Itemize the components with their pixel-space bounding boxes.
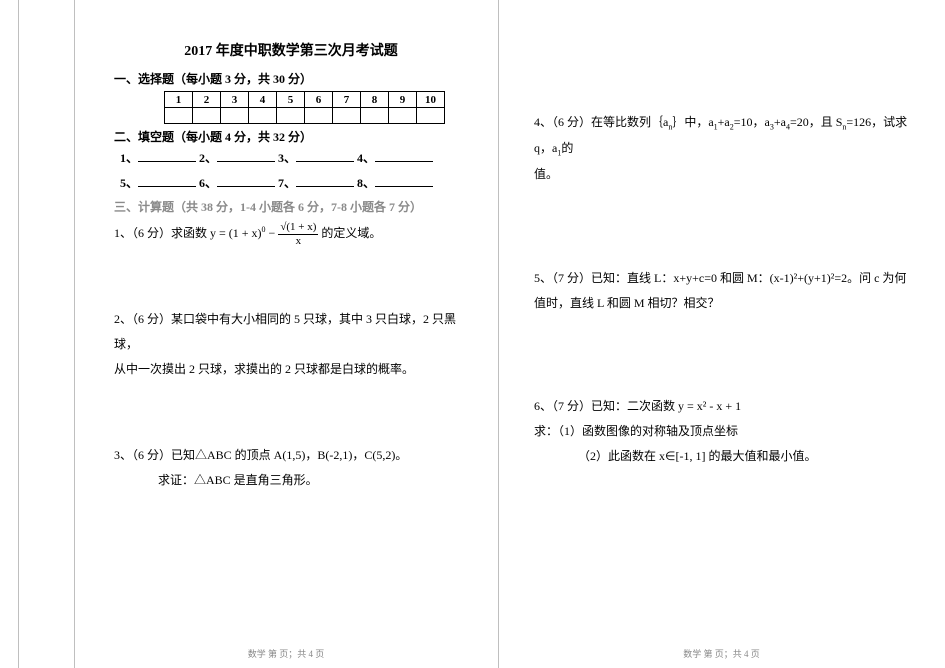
th: 5 — [277, 92, 305, 108]
right-column: 4、（6 分）在等比数列｛an｝中，a1+a2=10，a3+a4=20，且 Sn… — [498, 0, 945, 668]
exam-title: 2017 年度中职数学第三次月考试题 — [114, 40, 468, 60]
question-2: 2、（6 分）某口袋中有大小相同的 5 只球，其中 3 只白球，2 只黑球， 从… — [114, 307, 468, 383]
th: 3 — [221, 92, 249, 108]
q6-line1: 6、（7 分）已知：二次函数 y = x² - x + 1 — [534, 394, 915, 419]
blank-line — [138, 175, 196, 187]
section-1-head: 一、选择题（每小题 3 分，共 30 分） — [114, 70, 468, 87]
table-blank-row — [165, 108, 445, 124]
th: 2 — [193, 92, 221, 108]
fill-blanks-row-1: 1、 2、 3、 4、 — [120, 148, 468, 170]
blank-line — [375, 150, 433, 162]
blank-label: 1、 — [120, 151, 138, 165]
q4-t: =20，且 S — [790, 115, 842, 129]
question-1: 1、（6 分）求函数 y = (1 + x)0 − √(1 + x)x 的定义域… — [114, 221, 468, 247]
blank-label: 6、 — [199, 176, 217, 190]
q3-line2: 求证：△ABC 是直角三角形。 — [158, 468, 468, 493]
q4-t: +a — [718, 115, 730, 129]
blank-line — [375, 175, 433, 187]
blank-label: 7、 — [278, 176, 296, 190]
margin-rule-left — [18, 0, 19, 668]
q5-line2: 值时，直线 L 和圆 M 相切？相交？ — [534, 291, 915, 316]
th: 10 — [417, 92, 445, 108]
blank-label: 3、 — [278, 151, 296, 165]
th: 9 — [389, 92, 417, 108]
blank-line — [296, 175, 354, 187]
left-column: 2017 年度中职数学第三次月考试题 一、选择题（每小题 3 分，共 30 分）… — [74, 0, 498, 668]
question-5: 5、（7 分）已知：直线 L：x+y+c=0 和圆 M：(x-1)²+(y+1)… — [534, 266, 915, 316]
q4-line1: 4、（6 分）在等比数列｛an｝中，a1+a2=10，a3+a4=20，且 Sn… — [534, 110, 915, 162]
footer-right: 数学 第 页；共 4 页 — [498, 647, 945, 660]
blank-label: 2、 — [199, 151, 217, 165]
q4-pre: 4、（6 分）在等比数列｛a — [534, 115, 668, 129]
q4-t: 的 — [561, 141, 573, 155]
q1-text-mid: − — [266, 226, 279, 240]
q2-line2: 从中一次摸出 2 只球，求摸出的 2 只球都是白球的概率。 — [114, 357, 468, 382]
th: 8 — [361, 92, 389, 108]
q1-fraction: √(1 + x)x — [278, 222, 318, 247]
fill-blanks-row-2: 5、 6、 7、 8、 — [120, 173, 468, 195]
table-header-row: 1 2 3 4 5 6 7 8 9 10 — [165, 92, 445, 108]
blank-label: 4、 — [357, 151, 375, 165]
q2-line1: 2、（6 分）某口袋中有大小相同的 5 只球，其中 3 只白球，2 只黑球， — [114, 307, 468, 357]
q5-line1: 5、（7 分）已知：直线 L：x+y+c=0 和圆 M：(x-1)²+(y+1)… — [534, 266, 915, 291]
q1-text-post: 的定义域。 — [318, 226, 381, 240]
q6-line2: 求：（1）函数图像的对称轴及顶点坐标 — [534, 419, 915, 444]
q1-frac-den: x — [278, 235, 318, 247]
q1-frac-num: √(1 + x) — [278, 222, 318, 235]
th: 1 — [165, 92, 193, 108]
q4-t: ｝中，a — [672, 115, 713, 129]
question-6: 6、（7 分）已知：二次函数 y = x² - x + 1 求：（1）函数图像的… — [534, 394, 915, 470]
q4-t: +a — [774, 115, 786, 129]
blank-line — [217, 175, 275, 187]
th: 7 — [333, 92, 361, 108]
th: 4 — [249, 92, 277, 108]
footer-left: 数学 第 页；共 4 页 — [74, 647, 498, 660]
q3-line1: 3、（6 分）已知△ABC 的顶点 A(1,5)，B(-2,1)，C(5,2)。 — [114, 443, 468, 468]
blank-line — [296, 150, 354, 162]
question-4: 4、（6 分）在等比数列｛an｝中，a1+a2=10，a3+a4=20，且 Sn… — [534, 110, 915, 188]
blank-label: 8、 — [357, 176, 375, 190]
blank-line — [138, 150, 196, 162]
choice-answer-table: 1 2 3 4 5 6 7 8 9 10 — [164, 91, 445, 124]
section-2-head: 二、填空题（每小题 4 分，共 32 分） — [114, 128, 468, 145]
th: 6 — [305, 92, 333, 108]
q4-line2: 值。 — [534, 162, 915, 187]
section-3-head: 三、计算题（共 38 分，1-4 小题各 6 分，7-8 小题各 7 分） — [114, 198, 468, 215]
question-3: 3、（6 分）已知△ABC 的顶点 A(1,5)，B(-2,1)，C(5,2)。… — [114, 443, 468, 493]
q6-line3: （2）此函数在 x∈[-1, 1] 的最大值和最小值。 — [578, 444, 915, 469]
blank-label: 5、 — [120, 176, 138, 190]
blank-line — [217, 150, 275, 162]
q1-text-pre: 1、（6 分）求函数 y = (1 + x) — [114, 226, 262, 240]
q4-t: =10，a — [734, 115, 770, 129]
